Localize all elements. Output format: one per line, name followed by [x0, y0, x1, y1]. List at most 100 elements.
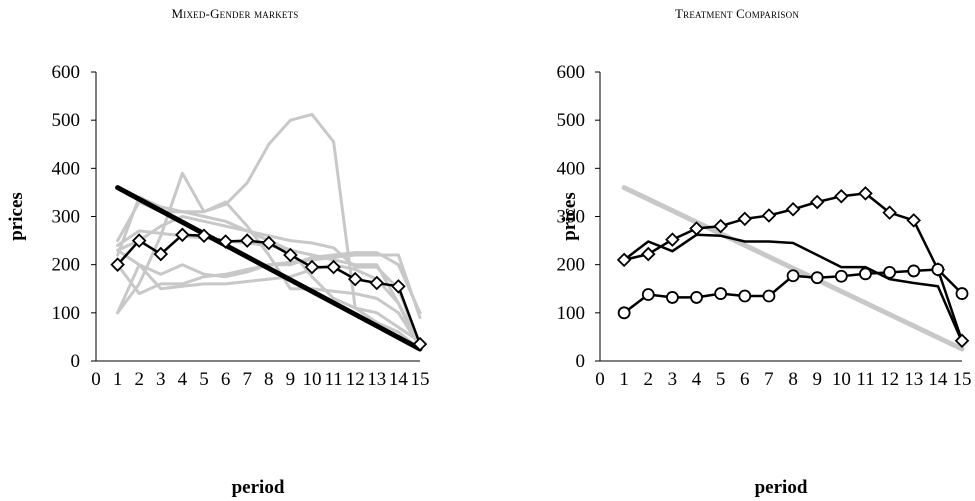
x-tick-label: 7 [764, 369, 774, 390]
y-tick-label: 600 [557, 62, 586, 83]
y-tick-label: 100 [52, 303, 81, 324]
x-tick-label: 4 [692, 369, 702, 390]
x-tick-label: 10 [303, 369, 322, 390]
data-point-diamond [737, 211, 753, 227]
data-point-diamond [175, 227, 190, 243]
x-tick-label: 12 [346, 369, 365, 390]
x-tick-label: 2 [644, 369, 654, 390]
x-tick-label: 10 [832, 369, 851, 390]
y-tick-label: 300 [52, 207, 81, 228]
y-tick-label: 0 [576, 351, 586, 372]
data-point-circle [859, 267, 872, 281]
series-line-8 [115, 185, 423, 352]
x-tick-label: 11 [856, 369, 874, 390]
x-tick-label: 11 [324, 369, 342, 390]
chart-treatment-comparison: Treatment Comparison 0 100 200 300 400 500 600 0… [557, 6, 972, 498]
data-point-diamond [954, 333, 970, 349]
data-point-diamond [412, 336, 428, 352]
data-point-diamond [640, 246, 656, 262]
x-tick-label: 15 [411, 369, 430, 390]
data-point-circle [738, 289, 752, 303]
y-tick-label: 500 [52, 110, 81, 131]
data-point-circle [641, 288, 655, 301]
data-point-circle [690, 291, 703, 304]
data-point-diamond [713, 218, 728, 234]
x-tick-label: 3 [156, 369, 166, 390]
x-axis-label: period [755, 477, 808, 498]
data-point-circle [666, 291, 679, 304]
data-point-diamond [785, 202, 801, 217]
data-point-circle [883, 265, 896, 279]
data-point-diamond [153, 246, 169, 262]
x-tick-label: 6 [221, 369, 231, 390]
x-tick-label: 2 [134, 369, 144, 390]
x-tick-label: 3 [668, 369, 678, 390]
y-tick-label: 600 [52, 62, 81, 83]
chart-mixed-gender-markets: Mixed-Gender markets 0 100 200 300 400 500 600 0… [6, 6, 430, 498]
data-point-diamond [391, 279, 406, 294]
data-point-diamond [858, 186, 873, 201]
data-point-diamond [882, 205, 897, 220]
data-point-diamond [304, 259, 320, 275]
series-line-1 [622, 233, 964, 343]
series-line-1 [116, 112, 422, 351]
data-point-diamond [283, 247, 298, 263]
data-point-circle [931, 263, 945, 276]
x-tick-label: 0 [595, 369, 605, 390]
data-point-circle [907, 264, 921, 278]
x-tick-label: 6 [740, 369, 750, 390]
x-tick-label: 8 [264, 369, 274, 390]
chart-title: Treatment Comparison [675, 6, 799, 21]
data-point-circle [834, 269, 848, 283]
x-tick-label: 5 [199, 369, 209, 390]
y-tick-label: 200 [52, 255, 81, 276]
y-axis-label: prices [559, 192, 580, 241]
x-tick-label: 9 [812, 369, 822, 390]
x-tick-label: 14 [389, 369, 409, 390]
x-tick-label: 12 [880, 369, 899, 390]
data-point-diamond [906, 213, 922, 228]
data-point-circle [762, 289, 776, 303]
x-tick-label: 1 [113, 369, 123, 390]
data-point-diamond [809, 194, 825, 210]
x-tick-label: 5 [716, 369, 726, 390]
x-axis-label: period [232, 477, 285, 498]
data-point-diamond [347, 271, 363, 287]
x-tick-label: 4 [178, 369, 188, 390]
data-point-diamond [131, 233, 147, 248]
series-line-6 [116, 248, 422, 315]
x-tick-label: 0 [91, 369, 101, 390]
data-point-circle [617, 306, 631, 320]
x-tick-label: 7 [242, 369, 252, 390]
x-tick-label: 15 [953, 369, 972, 390]
data-point-diamond [326, 259, 341, 275]
x-tick-label: 14 [928, 369, 948, 390]
data-point-diamond [665, 232, 680, 247]
x-tick-label: 13 [367, 369, 386, 390]
data-point-diamond [689, 221, 704, 236]
y-tick-label: 0 [71, 351, 81, 372]
y-tick-label: 200 [557, 255, 586, 276]
data-point-circle [786, 269, 800, 283]
series-line-4 [116, 263, 422, 346]
chart-title: Mixed-Gender markets [171, 6, 298, 21]
data-point-diamond [261, 235, 277, 251]
data-point-circle [955, 287, 969, 300]
y-tick-label: 400 [557, 158, 586, 179]
x-tick-label: 8 [788, 369, 798, 390]
data-point-diamond [218, 234, 233, 249]
series-line-0 [621, 185, 965, 352]
data-point-diamond [196, 228, 212, 244]
y-tick-label: 500 [557, 110, 586, 131]
data-point-diamond [369, 275, 385, 291]
y-tick-label: 300 [557, 207, 586, 228]
y-tick-label: 400 [52, 158, 81, 179]
data-point-diamond [834, 188, 849, 204]
data-point-diamond [761, 208, 777, 223]
y-tick-label: 100 [557, 303, 586, 324]
y-axis-label: prices [6, 192, 27, 241]
x-tick-label: 13 [904, 369, 923, 390]
data-point-diamond [239, 233, 255, 248]
x-tick-label: 9 [286, 369, 296, 390]
data-point-diamond [110, 257, 125, 272]
